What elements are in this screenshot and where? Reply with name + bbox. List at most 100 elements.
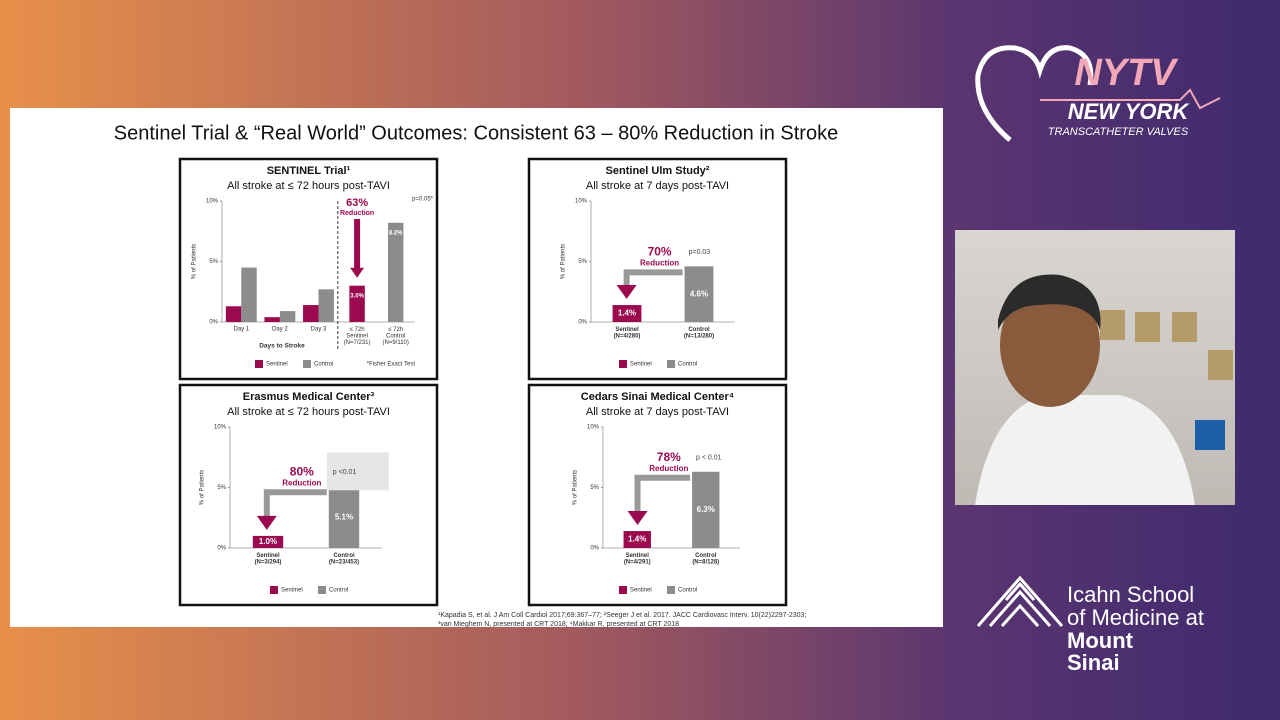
frame-decor [1172,312,1197,342]
logo-nytv: NYTV [1074,52,1178,94]
bar [252,535,284,548]
bar [279,311,296,322]
bar [684,266,714,322]
bar [692,471,720,548]
value-label: 1.0% [259,537,277,546]
bracket [634,474,691,514]
chart-title: Sentinel Ulm Study² [606,165,710,177]
chart-frame [527,157,788,381]
reduction-pct: 78% [657,450,681,464]
value-label: 5.1% [335,512,353,521]
x-tick-label: Sentinel (N=3/294) [255,553,282,566]
legend-label: Control [329,588,348,594]
legend-swatch [255,360,263,368]
footnote: ¹Kapadia S, et al. J Am Coll Cardiol 201… [438,612,806,619]
logo-mark [976,575,1064,628]
head [1000,283,1100,407]
reduction-pct: 70% [648,245,672,259]
bracket [263,489,327,518]
x-tick-label: ≤ 72h Sentinel (N=7/231) [344,327,371,346]
y-tick-label: 10% [214,425,227,431]
bracket [623,269,683,288]
slide [10,108,943,627]
legend-swatch [619,586,627,594]
legend-label: Control [678,362,697,368]
pulse-line [1040,88,1221,110]
p-value: p=0.03 [689,249,711,256]
y-tick-label: 5% [217,485,226,491]
legend-swatch [667,360,675,368]
x-tick-label: Sentinel (N=4/291) [624,553,651,566]
reduction-label: Reduction [649,464,688,473]
reduction-label: Reduction [640,258,679,267]
chart-subtitle: All stroke at 7 days post-TAVI [586,406,729,418]
y-tick-label: 10% [587,425,600,431]
bar [225,306,242,322]
arrow [616,285,637,300]
reduction-label: Reduction [340,210,374,217]
y-axis-label: % of Patients [200,470,206,505]
frame-decor [1135,312,1160,342]
y-tick-label: 10% [206,199,219,205]
bar [387,222,404,322]
monitor [1195,420,1225,450]
reduction-pct: 80% [290,464,314,478]
y-tick-label: 10% [575,199,588,205]
x-tick-label: Control (N=13/280) [684,327,714,340]
bar [264,317,280,322]
frame-decor [1100,310,1125,340]
chart-frame [527,383,788,607]
arrow [350,219,365,278]
webcam [955,230,1235,505]
school-line: Icahn School [1067,582,1194,607]
legend-label: Control [314,362,333,368]
p-value: p < 0.01 [696,455,722,462]
nytv-logo: NYTV NEW YORK TRANSCATHETER VALVES [975,45,1221,142]
hair [998,274,1101,330]
x-tick-label: Sentinel (N=4/280) [614,327,641,340]
icahn-logo: Icahn School of Medicine at Mount Sinai [976,575,1204,675]
bar [623,531,651,548]
legend-label: Sentinel [630,362,652,368]
bar [241,267,257,322]
x-tick-label: Day 3 [311,327,327,333]
legend-swatch [667,586,675,594]
heart-outline [975,45,1094,142]
legend-swatch [619,360,627,368]
chart: Sentinel Ulm Study² All stroke at 7 days … [527,157,788,381]
bar [612,305,642,322]
slide-title: Sentinel Trial & “Real World” Outcomes: … [114,122,838,144]
legend-swatch [270,586,278,594]
chart-subtitle: All stroke at 7 days post-TAVI [586,180,729,192]
y-tick-label: 0% [209,320,218,326]
bar [349,285,365,322]
p-value: p=0.05* [412,197,434,203]
logo-tagline: TRANSCATHETER VALVES [1048,126,1189,138]
arrow [627,511,648,526]
value-label: 3.0% [350,293,364,299]
y-tick-label: 5% [590,485,599,491]
x-tick-label: ≤ 72h Control (N=9/110) [382,327,408,346]
value-label: 8.2% [389,230,403,236]
reduction-label: Reduction [282,478,321,487]
legend-label: Sentinel [281,588,303,594]
p-value-box [326,452,389,491]
school-line: Sinai [1067,650,1120,675]
y-tick-label: 0% [578,320,587,326]
chart-title: Cedars Sinai Medical Center⁴ [581,391,734,403]
legend-label: Control [678,588,697,594]
y-axis-label: % of Patients [192,244,198,279]
logo-new-york: NEW YORK [1068,99,1191,124]
legend-label: Sentinel [266,362,288,368]
y-tick-label: 0% [590,546,599,552]
legend-label: Sentinel [630,588,652,594]
y-axis-label: % of Patients [561,244,567,279]
bar [328,486,360,548]
bar [318,289,334,322]
chart: Cedars Sinai Medical Center⁴ All stroke a… [527,383,788,607]
y-tick-label: 5% [209,259,218,265]
coat [975,395,1195,505]
chart-subtitle: All stroke at ≤ 72 hours post-TAVI [227,406,390,418]
